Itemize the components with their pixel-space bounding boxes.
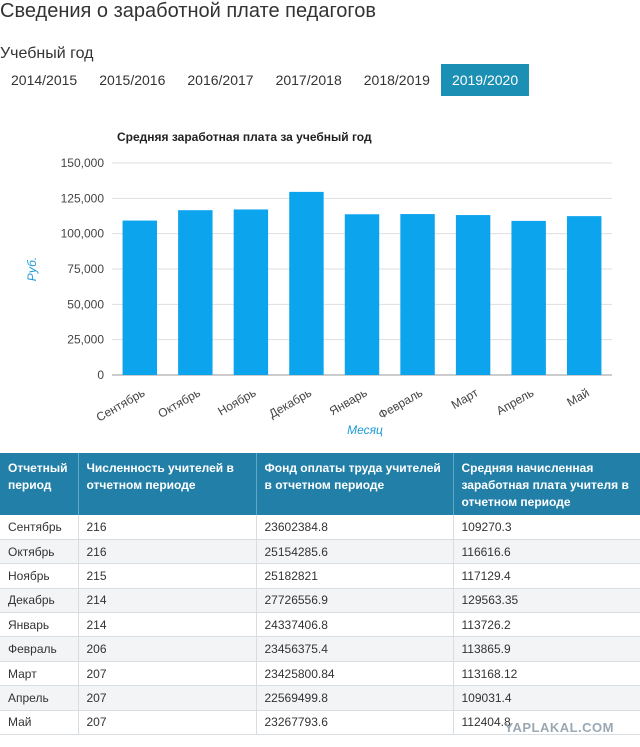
x-tick-label: Апрель [494, 385, 536, 417]
table-cell: 112404.8 [453, 710, 640, 736]
bar [122, 220, 157, 375]
x-tick-label: Ноябрь [215, 385, 258, 418]
year-tab[interactable]: 2018/2019 [363, 72, 430, 88]
table-cell: 109031.4 [453, 685, 640, 711]
column-header: Отчетный период [0, 453, 79, 515]
table-cell: 113168.12 [453, 661, 640, 687]
bar [344, 214, 380, 375]
table-row: Октябрь 216 25154285.6 116616.6 [0, 539, 640, 565]
y-tick-label: 125,000 [61, 191, 105, 205]
table-cell: 27726556.9 [256, 588, 454, 614]
year-tab[interactable]: 2014/2015 [11, 72, 78, 88]
table-cell: 22569499.8 [256, 685, 454, 711]
salary-table: Отчетный период Численность учителей в от… [0, 453, 640, 736]
year-tab[interactable]: 2016/2017 [187, 72, 254, 88]
year-tab[interactable]: 2015/2016 [99, 72, 166, 88]
table-cell: 23267793.6 [256, 710, 454, 736]
x-axis-title: Месяц [347, 423, 383, 437]
column-header: Средняя начисленная заработная плата учи… [453, 453, 640, 515]
table-cell: Октябрь [0, 539, 79, 565]
x-tick-label: Декабрь [266, 385, 314, 421]
year-tab[interactable]: 2017/2018 [275, 72, 342, 88]
table-cell: 113865.9 [453, 636, 640, 662]
year-label: Учебный год [0, 45, 94, 62]
table-cell: Январь [0, 612, 79, 638]
table-cell: 24337406.8 [256, 612, 454, 638]
bar [400, 214, 435, 375]
table-cell: 207 [78, 710, 257, 736]
bar [455, 215, 491, 375]
table-cell: Декабрь [0, 588, 79, 614]
bar [233, 209, 269, 375]
table-cell: Май [0, 710, 79, 736]
table-row: Февраль 206 23456375.4 113865.9 [0, 636, 640, 662]
page-title: Сведения о заработной плате педагогов [0, 0, 377, 22]
table-row: Ноябрь 215 25182821 117129.4 [0, 563, 640, 589]
x-tick-label: Октябрь [156, 385, 203, 420]
bar [567, 216, 602, 375]
y-tick-label: 150,000 [61, 156, 105, 170]
table-cell: 207 [78, 685, 257, 711]
table-cell: 113726.2 [453, 612, 640, 638]
bar [289, 191, 324, 375]
x-tick-label: Май [564, 385, 591, 409]
table-row: Апрель 207 22569499.8 109031.4 [0, 685, 640, 711]
column-header: Фонд оплаты труда учителей в отчетном пе… [256, 453, 454, 515]
y-tick-label: 0 [97, 368, 104, 382]
bar [511, 220, 546, 375]
table-cell: 214 [78, 588, 257, 614]
x-tick-label: Февраль [376, 385, 425, 422]
salary-bar-chart: Средняя заработная плата за учебный год 0… [25, 130, 612, 437]
table-cell: 23602384.8 [256, 515, 454, 540]
table-cell: Сентябрь [0, 515, 79, 540]
table-row: Май 207 23267793.6 112404.8 [0, 710, 640, 736]
table-cell: 23456375.4 [256, 636, 454, 662]
table-row: Март 207 23425800.84 113168.12 [0, 661, 640, 687]
year-tabs: 2014/2015 2015/2016 2016/2017 2017/2018 2018… [0, 64, 530, 96]
table-cell: 215 [78, 563, 257, 589]
table-cell: Март [0, 661, 79, 687]
table-cell: 214 [78, 612, 257, 638]
x-tick-label: Январь [327, 385, 370, 418]
table-cell: 109270.3 [453, 515, 640, 540]
table-cell: 206 [78, 636, 257, 662]
column-header: Численность учителей в отчетном периоде [78, 453, 257, 515]
table-cell: 25154285.6 [256, 539, 454, 565]
table-cell: 25182821 [256, 563, 454, 589]
x-tick-label: Март [449, 385, 481, 412]
table-cell: Февраль [0, 636, 79, 662]
y-tick-label: 50,000 [67, 297, 104, 311]
table-cell: Апрель [0, 685, 79, 711]
table-cell: 23425800.84 [256, 661, 454, 687]
y-tick-label: 25,000 [67, 333, 104, 347]
table-cell: 216 [78, 539, 257, 565]
y-tick-label: 100,000 [61, 227, 105, 241]
x-tick-label: Сентябрь [94, 385, 148, 424]
table-row: Декабрь 214 27726556.9 129563.35 [0, 588, 640, 614]
table-body: Сентябрь 216 23602384.8 109270.3 Октябрь 216 2… [0, 515, 640, 736]
table-cell: 216 [78, 515, 257, 540]
table-cell: 117129.4 [453, 563, 640, 589]
table-row: Январь 214 24337406.8 113726.2 [0, 612, 640, 638]
table-header-row: Отчетный период Численность учителей в от… [0, 453, 640, 515]
watermark: YAPLAKAL.COM [504, 720, 614, 735]
table-cell: 129563.35 [453, 588, 640, 614]
table-cell: 116616.6 [453, 539, 640, 565]
table-cell: Ноябрь [0, 563, 79, 589]
table-cell: 207 [78, 661, 257, 687]
bar [178, 210, 213, 375]
y-tick-label: 75,000 [67, 262, 104, 276]
chart-title: Средняя заработная плата за учебный год [117, 130, 372, 144]
table-row: Сентябрь 216 23602384.8 109270.3 [0, 515, 640, 540]
y-axis-title: Руб. [25, 257, 39, 281]
year-tab[interactable]: 2019/2020 [440, 64, 530, 96]
